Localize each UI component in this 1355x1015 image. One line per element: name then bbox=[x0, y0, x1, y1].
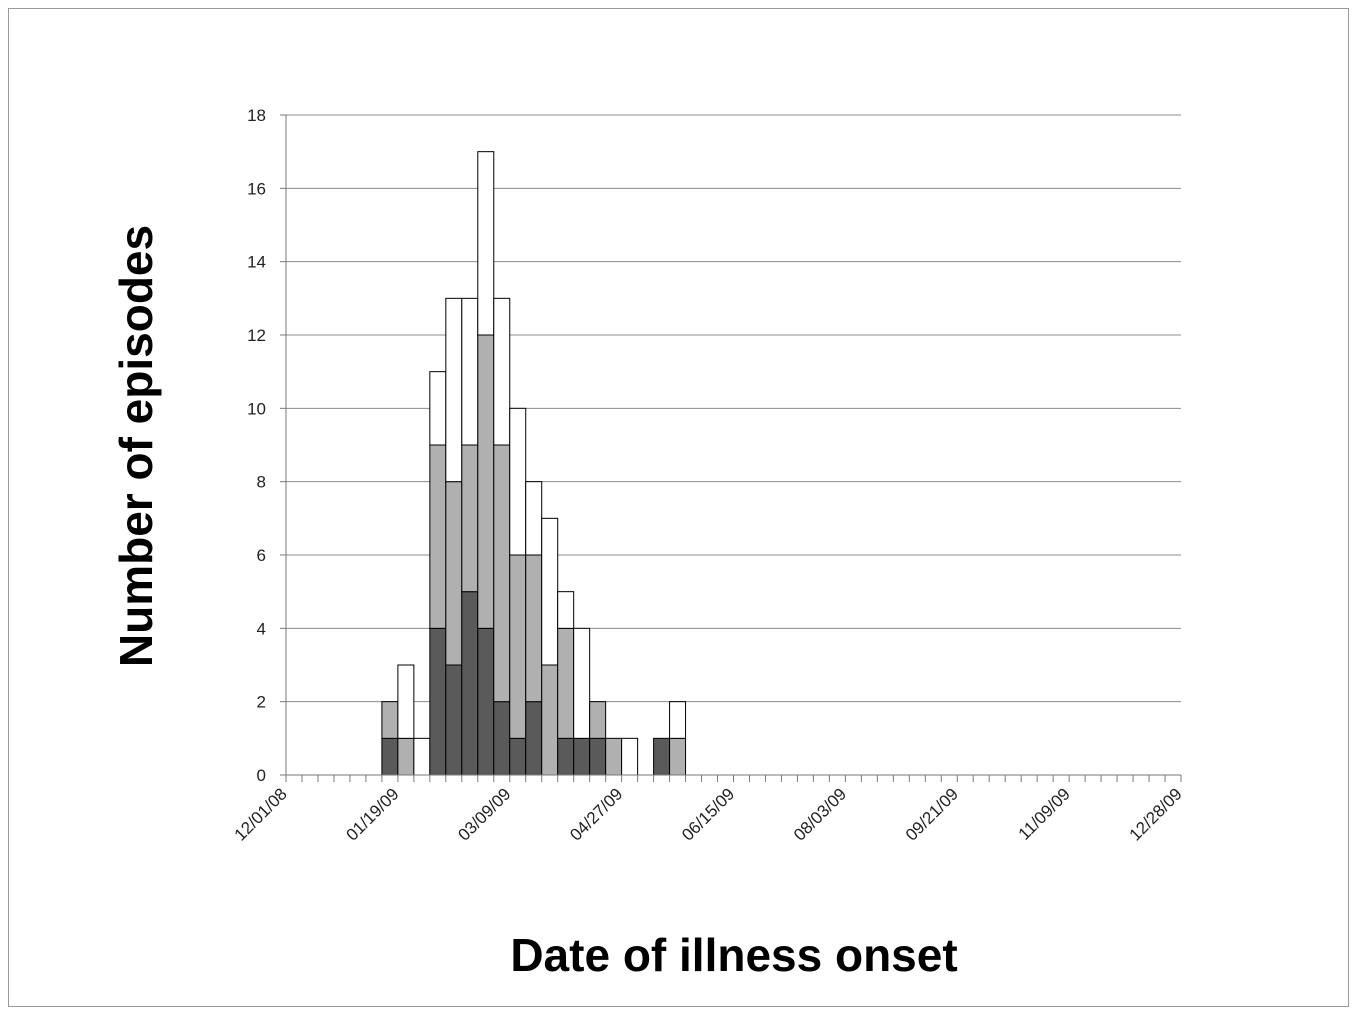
y-tick-label: 8 bbox=[257, 473, 266, 492]
y-tick-label: 12 bbox=[247, 326, 266, 345]
bar-segment bbox=[429, 627, 447, 776]
bars bbox=[381, 151, 687, 776]
bar-segment bbox=[397, 737, 415, 776]
bar-segment bbox=[493, 701, 511, 776]
bar-segment bbox=[429, 444, 447, 629]
bar-segment bbox=[669, 701, 687, 739]
bar-segment bbox=[605, 737, 623, 776]
axes bbox=[280, 114, 1182, 782]
bar-segment bbox=[445, 297, 463, 483]
bar-segment bbox=[397, 664, 415, 739]
bar-segment bbox=[589, 737, 607, 776]
bar-segment bbox=[477, 151, 495, 336]
bar-segment bbox=[557, 737, 575, 776]
x-tick-label: 03/09/09 bbox=[454, 784, 514, 844]
bar-segment bbox=[509, 407, 527, 556]
figure-frame bbox=[8, 8, 1349, 1007]
y-tick-label: 18 bbox=[247, 106, 266, 125]
bar-segment bbox=[429, 371, 447, 446]
x-tick-label: 08/03/09 bbox=[790, 784, 850, 844]
x-tick-label: 06/15/09 bbox=[678, 784, 738, 844]
x-axis-title: Date of illness onset bbox=[510, 929, 957, 981]
bar-segment bbox=[573, 627, 591, 739]
bar-segment bbox=[461, 297, 479, 446]
bar-segment bbox=[477, 334, 495, 629]
bar-segment bbox=[669, 737, 687, 776]
bar-segment bbox=[445, 664, 463, 776]
y-tick-label: 0 bbox=[257, 766, 266, 785]
bar-segment bbox=[461, 591, 479, 776]
y-tick-label: 2 bbox=[257, 693, 266, 712]
bar-segment bbox=[573, 737, 591, 776]
x-tick-label: 12/01/08 bbox=[231, 784, 291, 844]
x-tick-label: 12/28/09 bbox=[1126, 784, 1186, 844]
bar-segment bbox=[461, 444, 479, 593]
y-tick-label: 14 bbox=[247, 253, 266, 272]
x-tick-labels: 12/01/08 01/19/09 03/09/09 04/27/09 06/15/09… bbox=[231, 784, 1186, 844]
y-axis-title: Number of episodes bbox=[110, 225, 162, 667]
y-tick-label: 16 bbox=[247, 179, 266, 198]
bar-segment bbox=[381, 701, 399, 739]
bar-segment bbox=[541, 664, 559, 776]
x-tick-label: 01/19/09 bbox=[342, 784, 402, 844]
bar-segment bbox=[525, 701, 543, 776]
bar-segment bbox=[653, 737, 671, 776]
bar-segment bbox=[525, 554, 543, 703]
bar-segment bbox=[557, 591, 575, 629]
bar-segment bbox=[381, 737, 399, 776]
bar-segment bbox=[493, 444, 511, 703]
bar-segment bbox=[509, 737, 527, 776]
bar-segment bbox=[413, 737, 431, 776]
bar-segment bbox=[589, 701, 607, 739]
x-tick-label: 09/21/09 bbox=[902, 784, 962, 844]
y-tick-labels: 0 2 4 6 8 10 12 14 16 18 bbox=[247, 106, 266, 785]
bar-segment bbox=[493, 297, 511, 446]
x-tick-label: 04/27/09 bbox=[566, 784, 626, 844]
x-tick-label: 11/09/09 bbox=[1015, 784, 1074, 843]
bar-segment bbox=[525, 481, 543, 556]
y-tick-label: 4 bbox=[257, 619, 266, 638]
bar-segment bbox=[445, 481, 463, 666]
gridlines bbox=[286, 114, 1181, 703]
bar-segment bbox=[477, 627, 495, 776]
bar-segment bbox=[621, 737, 639, 776]
bar-segment bbox=[557, 627, 575, 739]
y-tick-label: 10 bbox=[247, 399, 266, 418]
y-tick-label: 6 bbox=[257, 546, 266, 565]
bar-segment bbox=[541, 517, 559, 666]
bar-segment bbox=[509, 554, 527, 739]
